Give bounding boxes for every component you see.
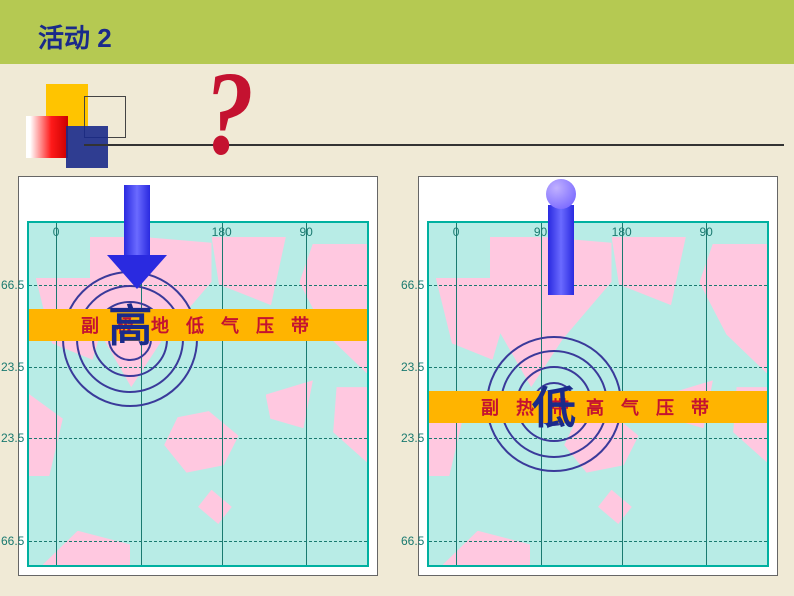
landmass [612,237,686,305]
landmass [212,237,286,305]
latitude-label: 23.5 [1,360,24,374]
pressure-char: 低 [532,372,576,436]
longitude-line [306,223,307,565]
arrow-up-icon [546,179,576,295]
landmass [699,244,767,374]
maps-container: 0 90 180 90 66.5 23.5 23.5 66.5 副 极 地 低 气 压 带高 0… [18,176,778,580]
question-mark: ? [204,45,254,183]
latitude-label: 66.5 [1,278,24,292]
landmass [598,490,632,524]
latitude-label: 23.5 [401,360,424,374]
longitude-label: 180 [212,225,232,239]
right-map-panel: 0901809066.523.523.566.5副 热 带 高 气 压 带低 [418,176,778,576]
latitude-line [29,438,367,439]
red-square [26,116,68,158]
pressure-band: 副 极 地 低 气 压 带 [29,309,367,341]
pressure-char: 高 [108,290,152,354]
blue-square [66,126,108,168]
longitude-label: 0 [53,225,60,239]
arrow-down-icon [107,185,167,289]
latitude-label: 23.5 [401,431,424,445]
latitude-line [29,285,367,286]
longitude-label: 90 [299,225,312,239]
latitude-label: 66.5 [401,534,424,548]
header-bar: 活动 2 [0,0,794,64]
latitude-line [29,541,367,542]
landmass [164,411,238,473]
latitude-line [429,541,767,542]
longitude-line [56,223,57,565]
slide-title: 活动 2 [38,18,112,55]
left-map-panel: 0901809066.523.523.566.5副 极 地 低 气 压 带高 [18,176,378,576]
landmass [333,387,367,462]
latitude-line [429,285,767,286]
longitude-line [222,223,223,565]
landmass [29,394,63,476]
longitude-label: 90 [699,225,712,239]
latitude-label: 66.5 [401,278,424,292]
pressure-band: 副 热 带 高 气 压 带 [429,391,767,423]
horizontal-rule [84,144,784,146]
latitude-label: 23.5 [1,431,24,445]
latitude-label: 66.5 [1,534,24,548]
left-map: 0901809066.523.523.566.5副 极 地 低 气 压 带高 [27,221,369,567]
longitude-label: 180 [612,225,632,239]
longitude-label: 0 [453,225,460,239]
landmass [198,490,232,524]
right-map: 0901809066.523.523.566.5副 热 带 高 气 压 带低 [427,221,769,567]
